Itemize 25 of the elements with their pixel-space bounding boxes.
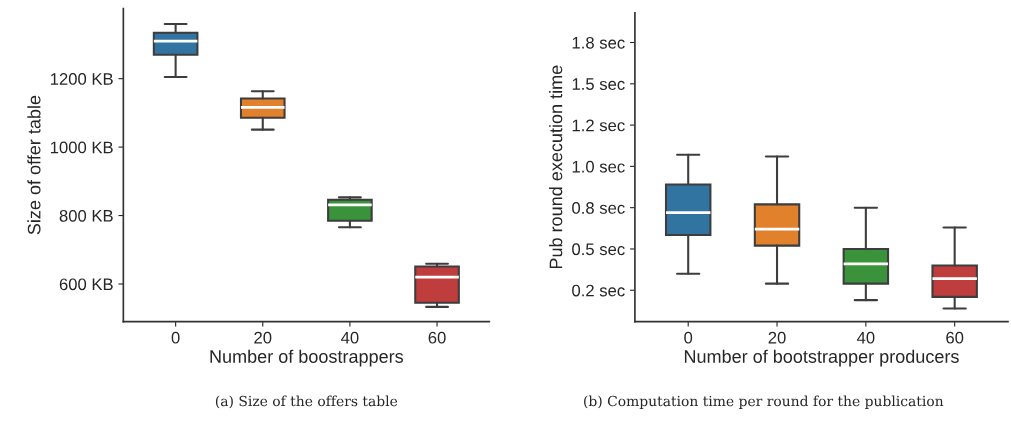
- text: (b) Computation time per round for the publication: [584, 395, 944, 409]
- text: (a) Size of the offers table: [215, 395, 398, 409]
- y-axis-title: Size of offer table: [27, 95, 41, 235]
- x-tick-label: 40: [856, 331, 875, 344]
- x-tick-label: 0: [171, 331, 180, 344]
- y-tick-label: 1200 KB: [50, 73, 113, 85]
- y-axis-title: Pub round execution time: [549, 65, 563, 269]
- y-tick-label: 1.8 sec: [572, 36, 625, 49]
- y-tick-label: 1000 KB: [50, 141, 113, 154]
- x-tick-label: 60: [428, 331, 446, 344]
- y-tick-label: 600 KB: [59, 278, 113, 291]
- x-tick-label: 40: [341, 331, 359, 344]
- x-tick-label: 60: [946, 331, 964, 344]
- y-tick-label: 800 KB: [59, 209, 113, 222]
- y-tick-label: 0.2 sec: [572, 284, 625, 297]
- y-tick-label: 1.2 sec: [572, 119, 625, 132]
- x-axis-title: Number of bootstrapper producers: [684, 349, 959, 367]
- x-tick-label: 20: [768, 331, 786, 344]
- y-tick-label: 0.8 sec: [572, 202, 625, 214]
- x-tick-label: 20: [254, 331, 272, 344]
- x-tick-label: 0: [684, 331, 693, 344]
- y-tick-label: 1.5 sec: [572, 78, 625, 90]
- y-tick-label: 1.0 sec: [572, 160, 625, 173]
- y-tick-label: 0.5 sec: [572, 243, 625, 256]
- x-axis-title: Number of boostrappers: [210, 349, 404, 367]
